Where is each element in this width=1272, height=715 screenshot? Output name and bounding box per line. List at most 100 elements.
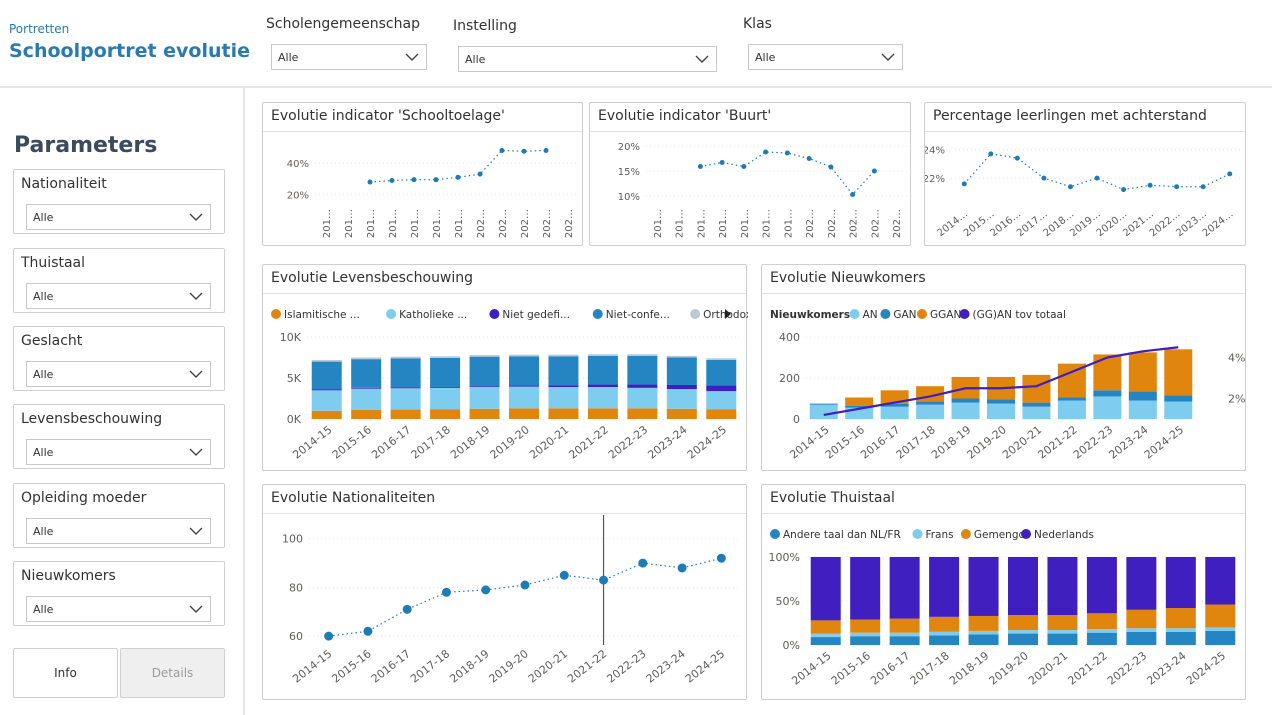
thuistaal-dropdown[interactable]: Alle <box>26 283 211 309</box>
x-tick-label: 2019-20 <box>487 647 531 686</box>
dropdown-value: Alle <box>33 290 54 303</box>
legend-label: AN <box>863 309 878 321</box>
bar-segment <box>1126 631 1157 645</box>
y-tick-label: 100% <box>769 551 800 564</box>
legend-label: Niet gedefi... <box>502 309 570 321</box>
series-line <box>700 151 875 196</box>
levensbeschouwing-dropdown[interactable]: Alle <box>26 439 211 465</box>
bar-segment <box>706 409 737 419</box>
card-separator <box>762 293 1245 294</box>
filter-label-klas: Klas <box>743 16 772 32</box>
y2-tick-label: 2% <box>1228 393 1245 406</box>
bar-segment <box>351 359 382 388</box>
x-tick-label: 2018-19 <box>447 647 491 686</box>
series-line <box>328 557 722 637</box>
x-tick-label: 2017-18 <box>908 649 952 688</box>
bar-segment <box>469 355 500 357</box>
legend-label: Niet-confe... <box>606 309 670 321</box>
bar-segment <box>1086 632 1117 645</box>
x-tick-label: 2020-21 <box>1026 649 1070 688</box>
data-point <box>543 147 549 153</box>
legend-title: Nieuwkomers <box>770 309 850 321</box>
y-tick-label: 100 <box>282 533 303 546</box>
bar-segment <box>1008 557 1038 616</box>
bar-segment <box>1165 557 1196 609</box>
bar-segment <box>548 354 579 357</box>
x-tick-label: 202… <box>520 209 531 238</box>
dropdown-value: Alle <box>465 53 486 66</box>
dropdown-value: Alle <box>33 603 54 616</box>
klas-dropdown[interactable]: Alle <box>748 44 903 70</box>
chart-title: Evolutie indicator 'Schooltoelage' <box>271 108 505 124</box>
chevron-down-icon <box>189 605 203 613</box>
bar-segment <box>311 359 342 362</box>
bar-segment <box>1086 629 1117 633</box>
y-tick-label: 20% <box>618 142 640 153</box>
data-point <box>520 580 530 590</box>
bar-segment <box>469 387 500 409</box>
bar-segment <box>850 636 881 645</box>
bar-segment <box>845 407 874 419</box>
param-nieuwkomers: Nieuwkomers Alle <box>13 561 225 626</box>
nieuwkomers-dropdown[interactable]: Alle <box>26 596 211 622</box>
x-tick-label: 201… <box>653 209 664 238</box>
scholengemeenschap-dropdown[interactable]: Alle <box>271 44 427 70</box>
legend-label: (GG)AN tov totaal <box>973 309 1066 321</box>
nationaliteit-dropdown[interactable]: Alle <box>26 204 211 230</box>
bar-segment <box>587 354 618 356</box>
bar-segment <box>889 557 920 619</box>
bar-segment <box>627 384 658 388</box>
x-tick-label: 2015-16 <box>330 423 374 462</box>
x-tick-label: 2021-22 <box>567 423 611 462</box>
bar-segment <box>1008 630 1038 634</box>
details-button[interactable]: Details <box>120 648 225 698</box>
chevron-down-icon <box>189 213 203 221</box>
x-tick-label: 2016-17 <box>369 423 413 462</box>
bar-segment <box>1205 557 1236 605</box>
legend-swatch <box>271 309 281 319</box>
bar-segment <box>968 557 999 616</box>
card-separator <box>762 513 1245 514</box>
bar-segment <box>889 618 920 633</box>
x-tick-label: 2023-24 <box>1144 649 1188 688</box>
bar-segment <box>916 404 945 419</box>
bar-segment <box>889 636 920 645</box>
instelling-dropdown[interactable]: Alle <box>458 46 717 72</box>
chart-title: Evolutie Levensbeschouwing <box>271 270 474 286</box>
geslacht-dropdown[interactable]: Alle <box>26 361 211 387</box>
bar-segment <box>430 387 461 388</box>
bar-segment <box>850 632 881 637</box>
x-tick-label: 201… <box>344 209 355 238</box>
info-button[interactable]: Info <box>13 648 118 698</box>
bar-segment <box>1164 395 1193 402</box>
bar-segment <box>810 620 841 634</box>
y-tick-label: 0% <box>783 639 800 652</box>
bar-segment <box>390 356 421 359</box>
y-tick-label: 60 <box>289 630 303 643</box>
filter-label-scholengemeenschap: Scholengemeenschap <box>266 16 420 32</box>
data-point <box>559 570 569 580</box>
breadcrumb[interactable]: Portretten <box>9 22 70 36</box>
y-tick-label: 0 <box>793 413 800 426</box>
param-opleiding-moeder: Opleiding moeder Alle <box>13 483 225 548</box>
x-tick-label: 2021-22 <box>565 647 609 686</box>
bar-segment <box>1205 604 1236 628</box>
x-tick-label: 202… <box>476 209 487 238</box>
data-point <box>741 164 747 169</box>
data-point <box>961 181 967 187</box>
bar-segment <box>666 408 697 419</box>
x-tick-label: 201… <box>432 209 443 238</box>
opleiding-moeder-dropdown[interactable]: Alle <box>26 518 211 544</box>
bar-segment <box>311 410 342 419</box>
bar-segment <box>1205 627 1236 631</box>
data-point <box>871 168 877 174</box>
param-label: Thuistaal <box>21 255 86 271</box>
card-achterstand: Percentage leerlingen met achterstand 22… <box>924 102 1246 246</box>
legend-swatch <box>690 309 701 319</box>
bar-segment <box>1008 615 1038 631</box>
chart-title: Evolutie indicator 'Buurt' <box>598 108 772 124</box>
chevron-down-icon <box>881 53 895 61</box>
bar-segment <box>469 408 500 419</box>
y-tick-label: 40% <box>287 159 309 170</box>
bar-segment <box>880 406 909 419</box>
